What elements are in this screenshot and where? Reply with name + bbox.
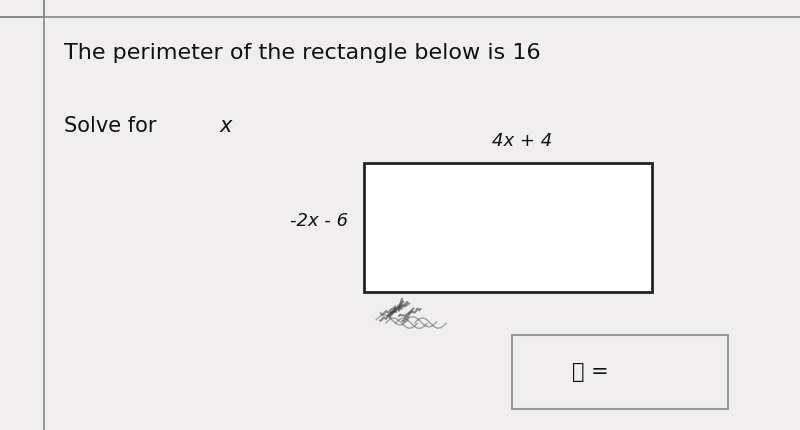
Text: -2x - 6: -2x - 6 <box>290 212 348 230</box>
Bar <box>364 163 652 292</box>
Text: 4x + 4: 4x + 4 <box>492 132 553 150</box>
Bar <box>512 335 728 408</box>
Text: x: x <box>220 116 232 136</box>
Text: Solve for: Solve for <box>64 116 163 136</box>
Text: 𝑥 =: 𝑥 = <box>573 362 609 382</box>
Text: The perimeter of the rectangle below is 16: The perimeter of the rectangle below is … <box>64 43 541 63</box>
